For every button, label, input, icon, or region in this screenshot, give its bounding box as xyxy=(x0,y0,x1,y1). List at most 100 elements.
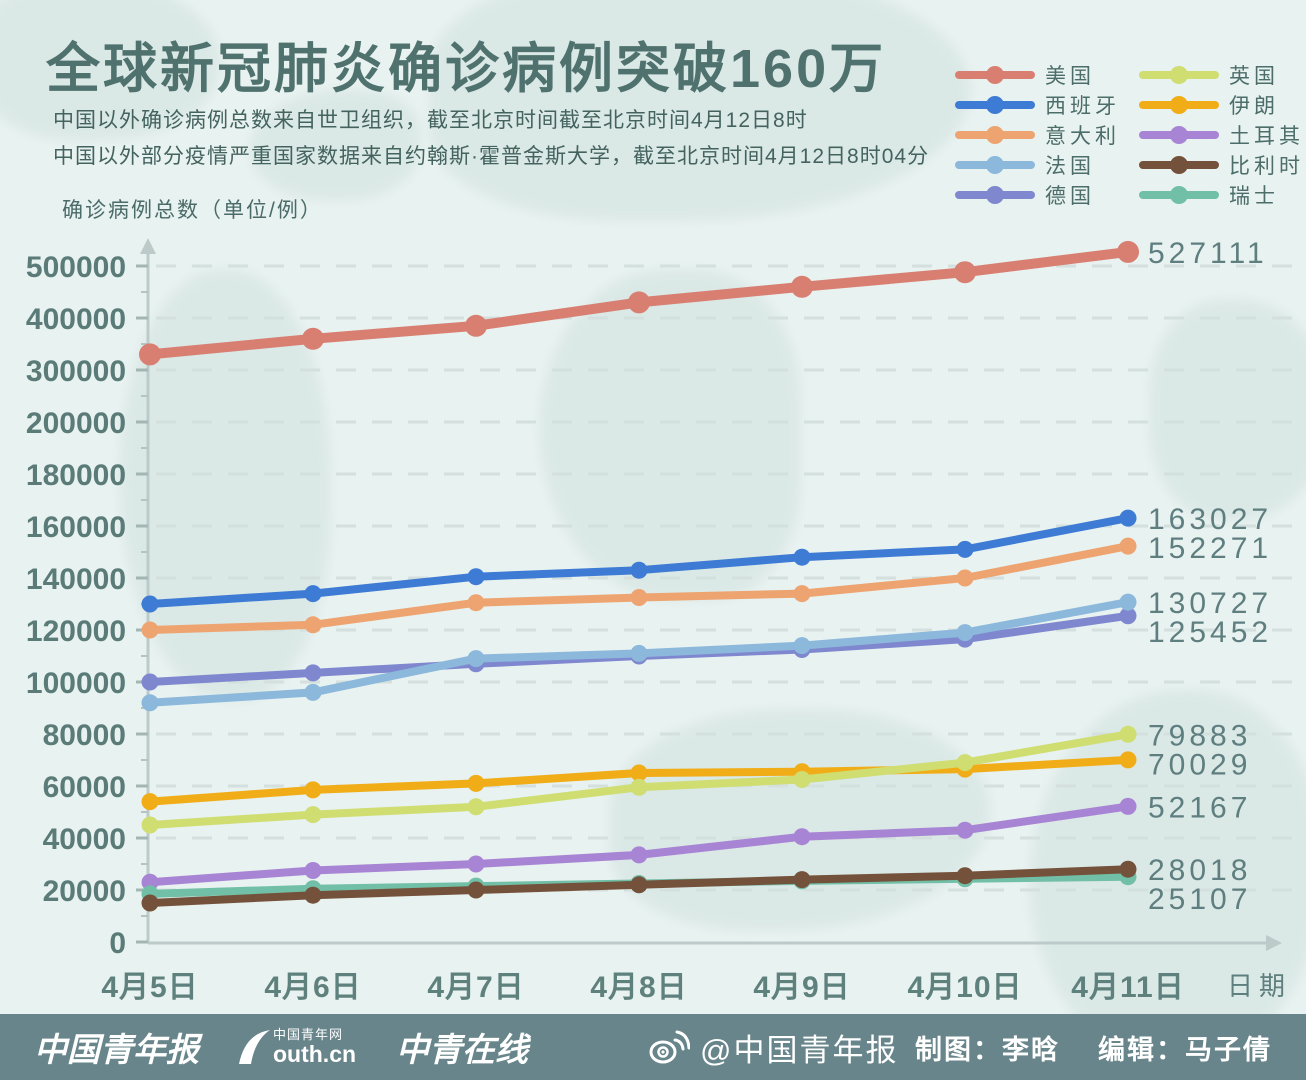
data-point xyxy=(139,343,161,366)
data-point xyxy=(1119,860,1137,878)
data-point xyxy=(793,548,811,566)
logo-zhongguo-qingnianbao: 中国青年报 xyxy=(34,1030,199,1069)
legend-swatch-dot xyxy=(986,186,1004,204)
data-point xyxy=(793,828,811,846)
legend-swatch xyxy=(955,186,1035,204)
y-tick-label: 0 xyxy=(109,927,126,960)
data-point xyxy=(304,806,322,824)
legend-swatch xyxy=(1139,96,1219,114)
data-point xyxy=(467,594,485,612)
legend-swatch-dot xyxy=(1170,96,1188,114)
data-point xyxy=(304,616,322,634)
legend-item-label: 意大利 xyxy=(1045,125,1120,148)
data-point xyxy=(304,781,322,799)
data-point xyxy=(1119,537,1137,555)
data-point xyxy=(956,754,974,772)
data-point xyxy=(304,664,322,682)
legend-swatch xyxy=(955,96,1035,114)
data-point xyxy=(630,644,648,662)
data-point xyxy=(956,624,974,642)
y-tick-label: 140000 xyxy=(26,563,126,596)
data-point xyxy=(630,589,648,606)
legend-item-label: 英国 xyxy=(1229,65,1279,88)
data-point xyxy=(1119,509,1137,527)
legend-swatch xyxy=(1139,186,1219,204)
legend-swatch xyxy=(955,156,1035,174)
legend-item: 法国 xyxy=(955,150,1125,180)
series-end-label: 79883 xyxy=(1148,719,1251,752)
data-point xyxy=(304,683,322,701)
world-map-blob xyxy=(540,270,800,600)
world-map-blob xyxy=(250,90,420,200)
data-point xyxy=(793,771,811,788)
series-line xyxy=(146,542,1132,634)
data-point xyxy=(1119,725,1137,743)
y-tick-label: 200000 xyxy=(26,407,126,440)
y-tick-label: 20000 xyxy=(43,875,126,908)
x-axis-arrow xyxy=(1266,935,1282,951)
data-point xyxy=(467,774,485,792)
data-point xyxy=(630,876,648,894)
data-point xyxy=(793,585,811,603)
data-point xyxy=(141,793,159,811)
y-axis-title: 确诊病例总数（单位/例） xyxy=(62,199,323,222)
logo-youthcn: 中国青年网 outh.cn xyxy=(237,1028,356,1066)
y-axis-arrow xyxy=(140,238,156,254)
y-tick-label: 500000 xyxy=(26,251,126,284)
data-point xyxy=(630,846,648,864)
series-end-label: 152271 xyxy=(1148,532,1272,565)
data-point xyxy=(1117,240,1139,263)
x-tick-label: 4月10日 xyxy=(907,971,1022,1004)
data-point xyxy=(304,862,322,879)
legend-swatch xyxy=(1139,156,1219,174)
x-tick-label: 4月9日 xyxy=(753,971,850,1004)
data-point xyxy=(630,764,648,782)
data-point xyxy=(467,881,485,899)
legend-item: 伊朗 xyxy=(1139,90,1306,120)
y-tick-label: 120000 xyxy=(26,615,126,648)
world-map-blob xyxy=(0,0,220,140)
data-point xyxy=(141,816,159,834)
weibo-group: @中国青年报 xyxy=(648,1025,898,1070)
legend-item-label: 美国 xyxy=(1045,65,1095,88)
credit-editor: 编辑：马子倩 xyxy=(1098,1034,1272,1065)
legend-swatch-dot xyxy=(1170,186,1188,204)
data-point xyxy=(467,855,485,873)
footer-bar: 中国青年报 中国青年网 outh.cn 中青在线 @中国青年报 制图：李晗 编辑… xyxy=(0,1014,1306,1080)
data-point xyxy=(628,291,650,314)
world-map-blob xyxy=(610,710,990,930)
legend-swatch-dot xyxy=(986,96,1004,114)
data-point xyxy=(956,569,974,587)
data-point xyxy=(302,327,324,350)
world-map-blob xyxy=(430,0,970,220)
data-point xyxy=(141,595,159,613)
data-point xyxy=(304,886,322,904)
x-tick-label: 4月8日 xyxy=(590,971,687,1004)
y-tick-label: 40000 xyxy=(43,823,126,856)
x-tick-label: 4月5日 xyxy=(101,971,198,1004)
credit-maker: 制图：李晗 xyxy=(915,1034,1060,1065)
y-tick-label: 180000 xyxy=(26,459,126,492)
legend-swatch-dot xyxy=(986,126,1004,144)
data-point xyxy=(956,867,974,885)
x-tick-label: 4月7日 xyxy=(427,971,524,1004)
x-tick-label: 4月6日 xyxy=(264,971,361,1004)
logo-zhongqing-zaixian: 中青在线 xyxy=(396,1030,529,1069)
y-tick-label: 60000 xyxy=(43,771,126,804)
legend-item-label: 比利时 xyxy=(1229,155,1304,178)
legend-swatch-dot xyxy=(1170,156,1188,174)
series-end-label: 28018 xyxy=(1148,854,1251,887)
legend-swatch-dot xyxy=(1170,66,1188,84)
data-point xyxy=(467,650,485,668)
legend-item-label: 法国 xyxy=(1045,155,1095,178)
legend-item-label: 伊朗 xyxy=(1229,95,1279,118)
data-point xyxy=(141,894,159,912)
legend-item-label: 西班牙 xyxy=(1045,95,1120,118)
series-end-label: 163027 xyxy=(1148,503,1272,536)
data-point xyxy=(141,694,159,712)
series-end-label: 25107 xyxy=(1148,883,1251,916)
y-tick-label: 400000 xyxy=(26,303,126,336)
data-point xyxy=(141,673,159,691)
